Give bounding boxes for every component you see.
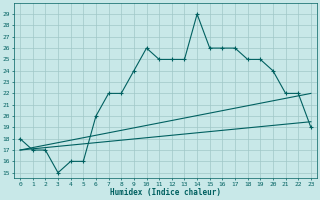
X-axis label: Humidex (Indice chaleur): Humidex (Indice chaleur)	[110, 188, 221, 197]
